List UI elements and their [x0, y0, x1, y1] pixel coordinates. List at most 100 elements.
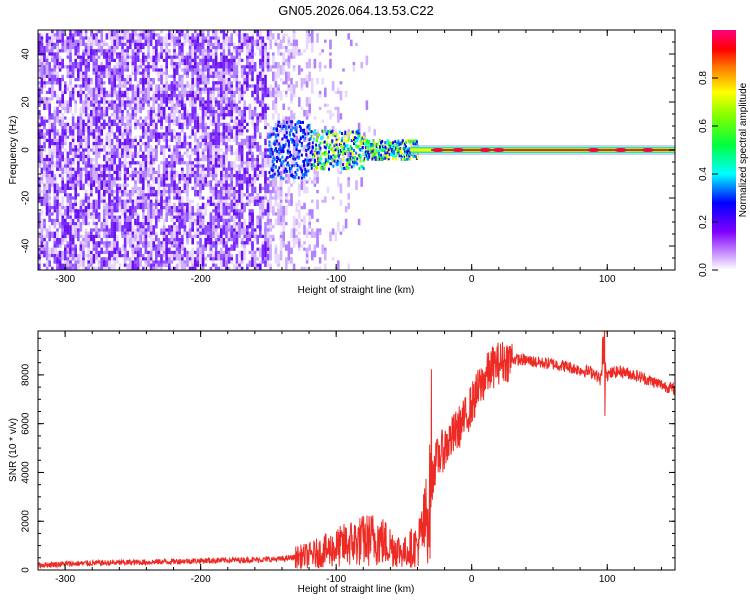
spectrogram-noise-cell [290, 78, 293, 88]
spectrogram-signal-cell [408, 139, 411, 143]
spectrogram-noise-cell [45, 260, 49, 270]
spectrogram-noise-cell [90, 55, 93, 62]
spectrogram-noise-cell [261, 103, 265, 107]
spectrogram-noise-cell [204, 257, 207, 261]
spectrogram-signal-cell [293, 134, 296, 138]
spectrogram-noise-cell [277, 215, 280, 226]
spectrogram-noise-cell [303, 247, 306, 251]
spectrogram-noise-cell [259, 58, 262, 69]
spectrogram-noise-cell [214, 257, 218, 261]
spectrogram-noise-cell [77, 164, 80, 174]
spectrogram-noise-cell [97, 151, 101, 158]
spectrogram-noise-cell [292, 113, 296, 120]
spectrogram-noise-cell [82, 215, 85, 219]
spectrogram-noise-cell [264, 247, 267, 258]
spectrogram-noise-cell [269, 228, 272, 232]
spectrogram-noise-cell [201, 177, 205, 187]
spectrogram-noise-cell [279, 250, 283, 261]
spectrogram-noise-cell [295, 135, 298, 146]
spectrogram-noise-cell [95, 228, 98, 235]
spectrogram-signal-cell [333, 159, 336, 163]
spectrogram-noise-cell [97, 116, 101, 126]
spectrogram-noise-cell [207, 30, 210, 34]
spectrogram-noise-cell [134, 250, 137, 254]
spectrogram-noise-cell [311, 228, 314, 238]
spectrogram-signal-cell [336, 133, 339, 137]
spectrogram-noise-cell [329, 52, 332, 56]
spectrogram-noise-cell [214, 225, 218, 229]
spectrogram-noise-cell [71, 135, 75, 139]
spectrogram-noise-cell [165, 228, 168, 235]
spectrogram-noise-cell [123, 218, 127, 222]
spectrogram-signal-cell [299, 126, 302, 130]
spectrogram-signal-cell [282, 159, 285, 163]
spectrogram-noise-cell [74, 62, 77, 66]
spectrogram-noise-cell [233, 196, 236, 200]
spectrogram-noise-cell [277, 42, 280, 53]
spectrogram-noise-cell [186, 170, 189, 178]
spectrogram-noise-cell [51, 231, 54, 238]
spectrogram-noise-cell [227, 196, 231, 200]
spectrogram-noise-cell [40, 154, 44, 165]
spectrogram-noise-cell [129, 238, 132, 248]
spectrogram-noise-cell [38, 209, 41, 213]
spectrogram-noise-cell [248, 84, 252, 88]
spectrogram-noise-cell [144, 87, 148, 94]
spectrogram-noise-cell [110, 199, 114, 203]
spectrogram-signal-cell [372, 144, 375, 148]
spectrogram-noise-cell [163, 270, 166, 280]
spectrogram-noise-cell [279, 190, 283, 197]
spectrogram-noise-cell [253, 97, 257, 101]
spectrogram-noise-cell [230, 33, 233, 43]
spectrogram-noise-cell [155, 84, 158, 94]
spectrogram-signal-cell [289, 131, 291, 135]
spectrogram-noise-cell [181, 260, 184, 270]
spectrogram-noise-cell [92, 199, 96, 210]
spectrogram-noise-cell [230, 42, 233, 46]
spectrogram-noise-cell [160, 161, 163, 165]
spectrogram-noise-cell [144, 244, 148, 254]
spectrogram-noise-cell [92, 49, 96, 56]
spectrogram-noise-cell [300, 78, 304, 88]
spectrogram-noise-cell [279, 52, 283, 56]
spectrogram-noise-cell [92, 87, 96, 98]
spectrogram-noise-cell [220, 132, 223, 139]
spectrogram-noise-cell [56, 209, 59, 219]
spectrogram-noise-cell [261, 65, 265, 69]
spectrogram-noise-cell [69, 180, 72, 187]
spectrogram-noise-cell [105, 167, 109, 171]
spectrogram-noise-cell [199, 68, 202, 72]
spectrogram-noise-cell [40, 148, 44, 158]
spectrogram-noise-cell [147, 234, 150, 238]
spectrogram-noise-cell [191, 33, 194, 40]
spectrogram-noise-cell [222, 218, 226, 229]
spectrogram-signal-cell [359, 140, 362, 144]
spectrogram-noise-cell [95, 199, 98, 210]
spectrogram-signal-cell [325, 152, 328, 156]
spectrogram-noise-cell [259, 135, 262, 139]
spectrogram-noise-cell [282, 103, 285, 110]
spectrogram-noise-cell [51, 58, 54, 62]
spectrogram-noise-cell [79, 257, 83, 267]
spectrogram-noise-cell [162, 218, 166, 229]
spectrogram-noise-cell [227, 87, 231, 91]
spectrogram-noise-cell [175, 215, 179, 219]
spectrogram-signal-cell [381, 144, 384, 148]
spectrogram-noise-cell [217, 212, 220, 219]
spectrogram-noise-cell [287, 62, 291, 69]
spectrogram-noise-cell [238, 113, 241, 117]
spectrogram-noise-cell [222, 142, 226, 146]
spectrogram-noise-cell [217, 90, 220, 94]
spectrogram-noise-cell [118, 170, 122, 178]
spectrogram-noise-cell [82, 270, 85, 280]
spectrogram-noise-cell [173, 228, 176, 238]
spectrogram-noise-cell [69, 254, 72, 258]
spectrogram-noise-cell [240, 58, 244, 62]
spectrogram-noise-cell [199, 116, 202, 123]
spectrogram-noise-cell [235, 254, 239, 264]
spectrogram-noise-cell [207, 81, 210, 85]
spectrogram-signal-cell [319, 161, 322, 165]
spectrogram-noise-cell [100, 62, 103, 66]
spectrogram-signal-cell [364, 150, 367, 154]
spectrogram-signal-cell [276, 149, 278, 153]
